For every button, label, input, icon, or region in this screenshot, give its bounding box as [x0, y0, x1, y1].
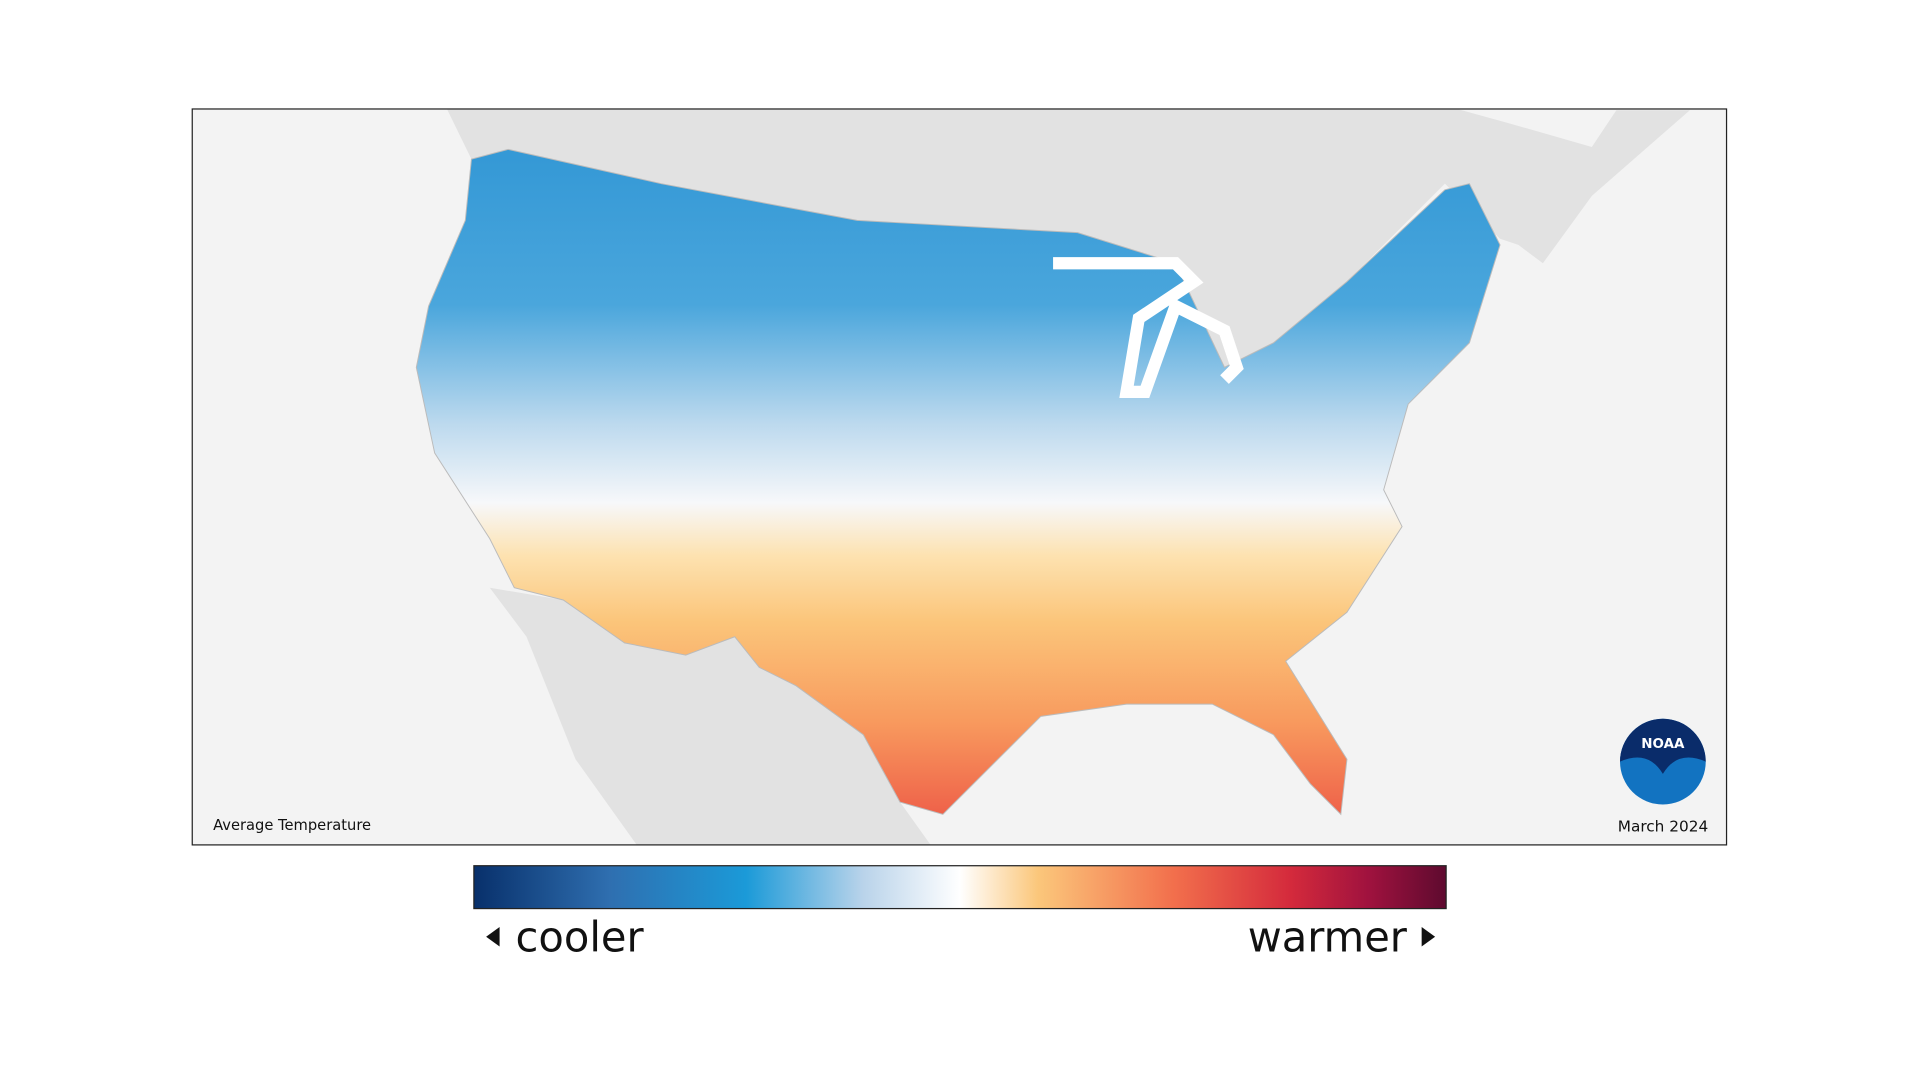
us-temperature [415, 148, 1501, 816]
arrow-left [486, 926, 500, 947]
noaa-logo: NOAA [1620, 718, 1706, 805]
great-lakes [1053, 257, 1244, 398]
map-date: March 2024 [1618, 817, 1708, 835]
legend-high: warmer [1248, 912, 1408, 961]
mexico [489, 587, 931, 845]
map-group: Average Temperature March 2024 NOAA cool… [191, 108, 1728, 961]
arrow-right [1421, 926, 1436, 947]
logo-top [1620, 718, 1706, 774]
map-frame [191, 108, 1728, 846]
canada [446, 108, 1690, 368]
map-caption: Average Temperature [213, 817, 371, 834]
legend-low: cooler [516, 912, 645, 961]
logo-text: NOAA [1641, 737, 1685, 752]
colorbar [473, 865, 1447, 910]
